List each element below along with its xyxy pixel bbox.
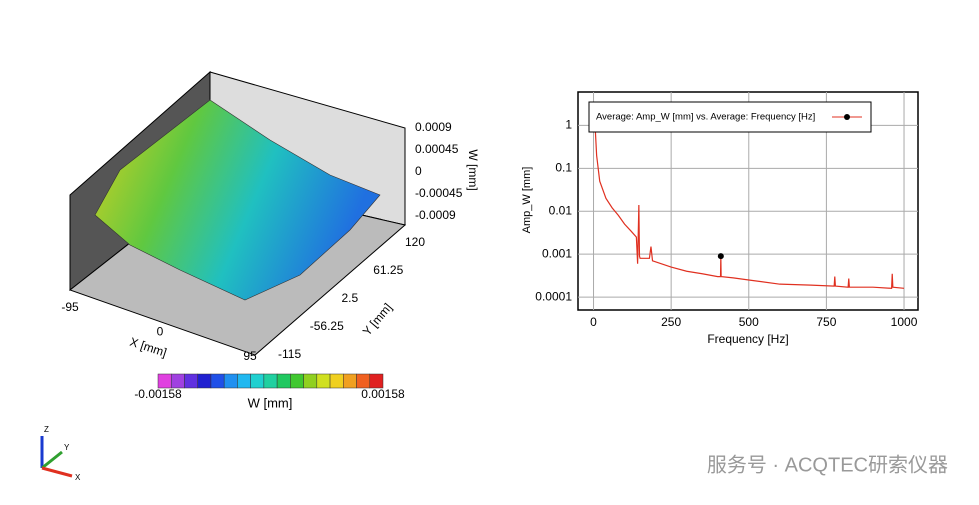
z-tick-label: 0 xyxy=(415,164,422,178)
legend-marker xyxy=(844,114,850,120)
colorbar-cell xyxy=(316,373,331,389)
colorbar-cell xyxy=(276,373,291,389)
legend-label: Average: Amp_W [mm] vs. Average: Frequen… xyxy=(596,112,815,123)
surface xyxy=(94,99,381,301)
colorbar-cell xyxy=(329,373,344,389)
legend-box xyxy=(588,101,872,133)
y-tick-label: 2.5 xyxy=(342,291,359,305)
x-tick-label: 500 xyxy=(739,315,759,329)
y-axis-label: Amp_W [mm] xyxy=(521,167,533,234)
y-tick-label: 0.001 xyxy=(542,246,572,260)
z-tick-label: 0.0009 xyxy=(415,120,452,134)
triad-label: X xyxy=(75,473,81,482)
y-tick-label: 1 xyxy=(565,118,572,132)
colorbar-min: -0.00158 xyxy=(134,387,182,401)
z-axis-label: W [mm] xyxy=(466,149,480,190)
y-tick-label: -115 xyxy=(278,347,301,361)
x-axis-label: Frequency [Hz] xyxy=(707,332,788,346)
x-tick-label: 0 xyxy=(157,325,164,339)
x-tick-label: 1000 xyxy=(891,315,918,329)
colorbar-cell xyxy=(263,373,278,389)
plot-area xyxy=(592,104,905,289)
colorbar-cell xyxy=(303,373,318,389)
triad-y xyxy=(41,450,63,470)
colorbar-cell xyxy=(223,373,238,389)
y-tick-label: -56.25 xyxy=(310,319,344,333)
triad-x xyxy=(41,466,73,478)
colorbar-cell xyxy=(356,373,371,389)
colorbar-cell xyxy=(210,373,225,389)
watermark: 服务号 · ACQTEC研索仪器 xyxy=(707,453,948,476)
x-tick-label: 250 xyxy=(661,315,681,329)
colorbar-cell xyxy=(170,373,185,389)
y-tick-label: 61.25 xyxy=(373,263,403,277)
colorbar-cell xyxy=(343,373,357,389)
triad-label: Y xyxy=(64,443,70,452)
colorbar-max: 0.00158 xyxy=(361,387,405,401)
y-tick-label: 0.1 xyxy=(555,160,572,174)
x-tick-label: 0 xyxy=(590,315,597,329)
z-tick-label: -0.00045 xyxy=(415,186,463,200)
y-tick-label: 120 xyxy=(405,235,425,249)
colorbar-label: W [mm] xyxy=(248,395,293,410)
colorbar-cell xyxy=(290,373,304,389)
series-line xyxy=(592,104,905,289)
x-tick-label: 95 xyxy=(243,349,257,363)
colorbar-cell xyxy=(250,373,265,389)
x-tick-label: 750 xyxy=(816,315,836,329)
y-tick-label: 0.0001 xyxy=(535,289,572,303)
y-axis-label: Y [mm] xyxy=(360,300,395,338)
line-chart: 0 250 500 750 1000 0.0001 0.001 0.01 0.1 1 Frequen… xyxy=(521,92,918,346)
z-tick-label: 0.00045 xyxy=(415,142,459,156)
triad-label: Z xyxy=(44,425,49,434)
z-tick-label: -0.0009 xyxy=(415,208,456,222)
point-marker xyxy=(717,253,724,260)
colorbar-cell xyxy=(197,373,212,389)
colorbar-cell xyxy=(369,373,384,389)
x-tick-label: -95 xyxy=(61,300,79,314)
colorbar-cell xyxy=(157,373,172,389)
colorbar-cell xyxy=(237,373,251,389)
colorbar-cell xyxy=(184,373,198,389)
y-tick-label: 0.01 xyxy=(549,203,573,217)
